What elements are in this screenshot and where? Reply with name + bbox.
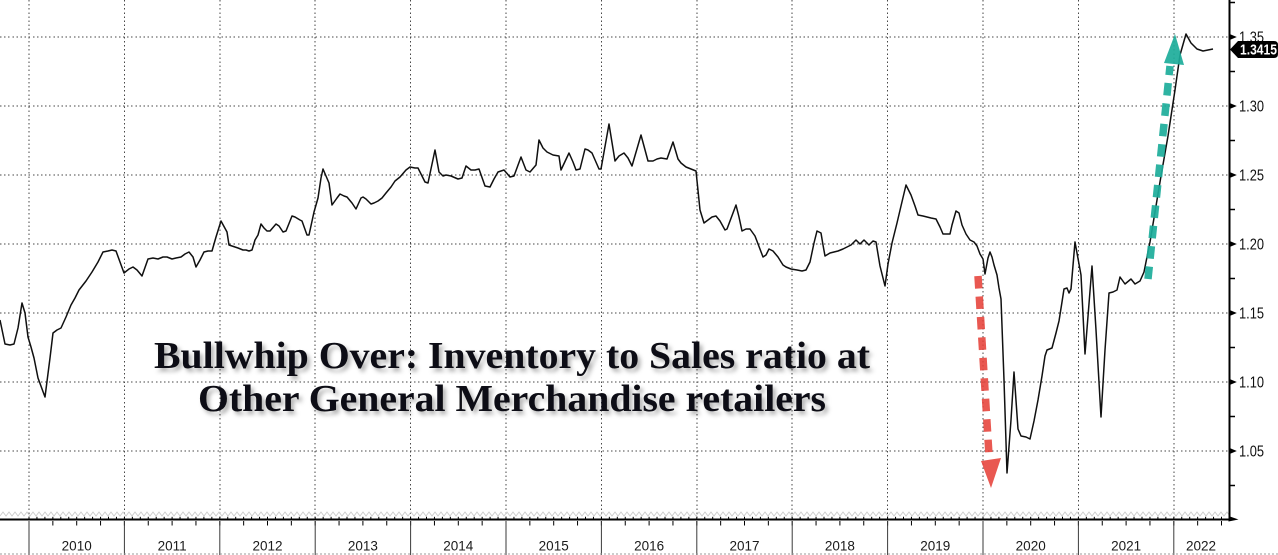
svg-text:1.25: 1.25 bbox=[1239, 168, 1264, 185]
svg-text:2017: 2017 bbox=[729, 539, 759, 554]
svg-text:1.30: 1.30 bbox=[1239, 99, 1264, 116]
svg-text:2021: 2021 bbox=[1111, 539, 1141, 554]
svg-text:2011: 2011 bbox=[158, 539, 187, 554]
svg-text:2015: 2015 bbox=[539, 539, 569, 554]
svg-text:2020: 2020 bbox=[1016, 539, 1046, 554]
svg-text:1.15: 1.15 bbox=[1239, 306, 1264, 323]
svg-text:2014: 2014 bbox=[443, 539, 474, 554]
svg-text:1.20: 1.20 bbox=[1239, 237, 1264, 254]
svg-text:2012: 2012 bbox=[252, 539, 282, 554]
svg-text:1.3415: 1.3415 bbox=[1240, 42, 1277, 59]
svg-text:1.05: 1.05 bbox=[1239, 444, 1264, 461]
svg-text:Other General Merchandise reta: Other General Merchandise retailers bbox=[198, 378, 826, 420]
svg-text:2019: 2019 bbox=[920, 539, 950, 554]
svg-text:2013: 2013 bbox=[348, 539, 378, 554]
svg-text:2010: 2010 bbox=[62, 539, 92, 554]
svg-text:Bullwhip Over: Inventory to Sa: Bullwhip Over: Inventory to Sales ratio … bbox=[154, 335, 870, 377]
svg-text:2016: 2016 bbox=[634, 539, 664, 554]
svg-text:1.10: 1.10 bbox=[1239, 375, 1264, 392]
svg-text:2022: 2022 bbox=[1186, 539, 1216, 554]
svg-text:2018: 2018 bbox=[825, 539, 855, 554]
